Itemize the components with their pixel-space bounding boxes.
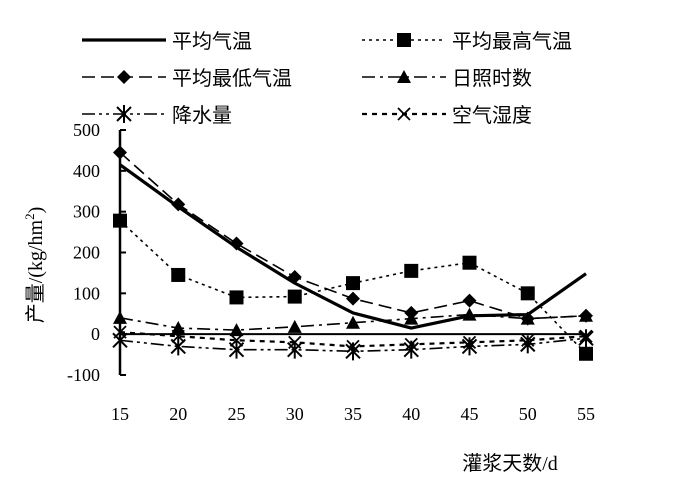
series-3: [113, 145, 593, 326]
y-tick-label: 400: [73, 161, 100, 181]
x-tick-label: 55: [577, 404, 595, 424]
y-tick-label: 100: [73, 283, 100, 303]
data-point: [520, 311, 535, 325]
x-tick-label: 40: [402, 404, 420, 424]
legend-entry: 降水量: [82, 104, 232, 127]
x-tick-label: 25: [228, 404, 246, 424]
data-point: [346, 315, 360, 329]
data-point: [346, 291, 360, 306]
axes: -100 0 100 200 300 400 500 15 20 25 30 35 40 45 50 55 灌浆…: [22, 120, 595, 475]
legend-marker: [397, 33, 411, 47]
x-tick-label: 45: [461, 404, 479, 424]
data-point: [346, 276, 360, 291]
legend-entry: 空气湿度: [362, 104, 532, 127]
legend-entry: 平均最低气温: [82, 67, 292, 90]
data-point: [171, 329, 185, 343]
data-point: [462, 293, 477, 308]
data-point: [404, 263, 419, 278]
data-point: [404, 337, 418, 352]
data-point: [171, 321, 186, 335]
data-point: [229, 323, 244, 337]
y-tick-label: 300: [73, 202, 100, 222]
y-tick-label: -100: [67, 365, 100, 385]
data-point: [287, 270, 302, 284]
y-tick-label: 500: [73, 120, 100, 140]
series-6: [113, 325, 593, 354]
data-point: [521, 333, 535, 347]
y-tick-label: 0: [91, 324, 100, 344]
x-tick-label: 50: [519, 404, 537, 424]
legend-label: 降水量: [172, 104, 232, 127]
data-point: [520, 286, 535, 301]
data-point: [579, 329, 593, 343]
data-point: [346, 339, 360, 354]
y-axis-label: 产量/(kg/hm2): [22, 207, 47, 324]
legend-label: 平均最高气温: [452, 30, 572, 53]
series-line: [119, 163, 587, 330]
data-point: [287, 340, 303, 359]
y-tick-label: 200: [73, 243, 100, 263]
data-point: [462, 335, 477, 349]
x-tick-label: 20: [169, 404, 187, 424]
legend-entry: 日照时数: [362, 67, 532, 90]
legend-entry: 平均气温: [82, 30, 252, 53]
data-point: [579, 346, 593, 361]
data-point: [288, 335, 302, 349]
legend-label: 日照时数: [452, 67, 532, 90]
plot-area: [112, 145, 594, 361]
legend-marker: [397, 107, 411, 121]
data-point: [579, 308, 593, 322]
legend-entry: 平均最高气温: [362, 30, 572, 53]
series-4: [113, 307, 593, 337]
series-1: [119, 163, 587, 330]
data-point: [404, 311, 419, 325]
data-point: [287, 319, 302, 333]
legend-label: 平均最低气温: [172, 67, 292, 90]
data-point: [229, 333, 244, 347]
data-point: [229, 236, 244, 251]
x-axis-label: 灌浆天数/d: [462, 452, 558, 475]
legend-label: 空气湿度: [452, 104, 532, 127]
data-point: [229, 290, 244, 305]
x-tick-label: 35: [344, 404, 362, 424]
data-point: [462, 255, 477, 270]
data-point: [462, 307, 477, 321]
data-point: [171, 267, 186, 282]
legend-marker: [117, 70, 131, 84]
x-tick-label: 15: [111, 404, 129, 424]
legend-marker: [397, 70, 411, 83]
data-point: [287, 289, 302, 304]
series-2: [113, 213, 593, 361]
x-tick-label: 30: [286, 404, 304, 424]
data-point: [171, 197, 186, 212]
legend-marker: [116, 105, 132, 123]
legend-label: 平均气温: [172, 30, 252, 53]
